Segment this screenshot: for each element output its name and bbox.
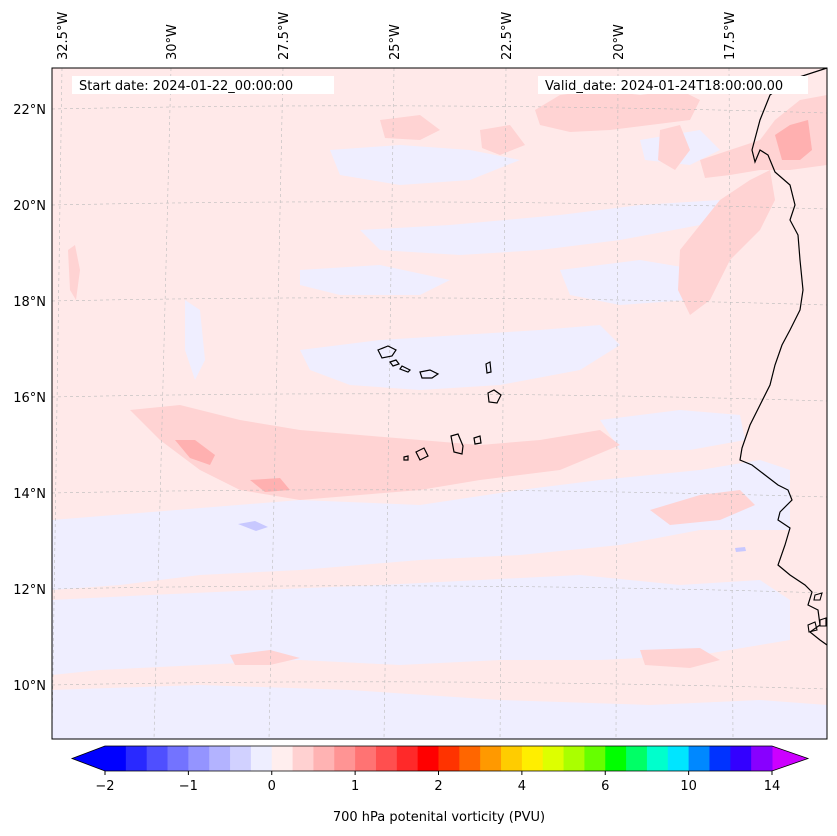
- colorbar-swatch: [167, 746, 189, 771]
- colorbar-swatch: [209, 746, 231, 771]
- y-tick-label: 22°N: [13, 103, 46, 118]
- colorbar-tick-label: 14: [764, 779, 781, 794]
- y-tick-label: 14°N: [13, 487, 46, 502]
- colorbar-label: 700 hPa potenital vorticity (PVU): [333, 810, 545, 825]
- moderate-pv-regions: [175, 120, 812, 492]
- coastline: [739, 67, 828, 646]
- colorbar-swatch: [334, 746, 356, 771]
- colorbar-swatch: [313, 746, 335, 771]
- start-date-label: Start date: 2024-01-22_00:00:00: [79, 79, 293, 94]
- valid-date-box: [538, 76, 808, 94]
- colorbar-swatch: [417, 746, 439, 771]
- map-panel: Start date: 2024-01-22_00:00:00 Valid_da…: [51, 67, 828, 740]
- colorbar-swatch: [230, 746, 252, 771]
- colorbar-swatch: [563, 746, 585, 771]
- colorbar-swatch: [542, 746, 565, 771]
- colorbar-swatch: [605, 746, 627, 771]
- colorbar-tick-label: −2: [95, 779, 114, 794]
- colorbar-swatch: [626, 746, 648, 771]
- colorbar-tick-label: 2: [434, 779, 442, 794]
- x-tick-label: 25°W: [388, 24, 403, 60]
- x-tick-label: 32.5°W: [56, 12, 71, 60]
- colorbar-swatch: [501, 746, 523, 771]
- colorbar-swatch: [292, 746, 314, 771]
- start-date-box: [72, 76, 334, 94]
- colorbar-tick-label: 0: [268, 779, 276, 794]
- colorbar-swatch: [730, 746, 752, 771]
- y-tick-label: 16°N: [13, 391, 46, 406]
- gridlines: [51, 67, 828, 740]
- y-tick-label: 18°N: [13, 295, 46, 310]
- negative-pv-regions: [52, 130, 827, 739]
- valid-date-label: Valid_date: 2024-01-24T18:00:00.00: [545, 79, 783, 94]
- colorbar-swatch: [584, 746, 606, 771]
- colorbar-swatch: [438, 746, 460, 771]
- colorbar-swatch: [751, 746, 773, 771]
- coast-islands: [807, 592, 827, 633]
- x-tick-label: 22.5°W: [500, 12, 515, 60]
- colorbar: −2 −1 0 1 2 4 6 10 14: [70, 745, 810, 794]
- colorbar-swatch: [521, 746, 544, 771]
- colorbar-swatch: [396, 746, 419, 771]
- cape-verde-islands: [377, 345, 502, 461]
- colorbar-swatch: [355, 746, 377, 771]
- x-tick-labels: 32.5°W 30°W 27.5°W 25°W 22.5°W 20°W 17.5°W: [56, 12, 738, 60]
- x-tick-label: 30°W: [165, 24, 180, 60]
- negative-spots: [238, 521, 746, 552]
- colorbar-swatch: [480, 746, 502, 771]
- colorbar-swatch: [709, 746, 731, 771]
- colorbar-swatch: [375, 746, 398, 771]
- colorbar-swatch: [646, 746, 669, 771]
- colorbar-swatch: [188, 746, 210, 771]
- colorbar-swatch: [688, 746, 710, 771]
- y-tick-label: 12°N: [13, 583, 46, 598]
- y-tick-label: 20°N: [13, 199, 46, 214]
- colorbar-swatch: [667, 746, 690, 771]
- x-tick-label: 27.5°W: [277, 12, 292, 60]
- colorbar-swatch: [146, 746, 169, 771]
- colorbar-tick-label: −1: [179, 779, 198, 794]
- colorbar-swatch: [250, 746, 273, 771]
- colorbar-tick-label: 1: [351, 779, 359, 794]
- colorbar-tick-label: 10: [680, 779, 697, 794]
- colorbar-tick-label: 4: [518, 779, 526, 794]
- colorbar-swatch: [459, 746, 481, 771]
- colorbar-swatch: [105, 746, 127, 771]
- map-frame: [51, 67, 828, 740]
- x-tick-label: 20°W: [612, 24, 627, 60]
- colorbar-tick-label: 6: [601, 779, 609, 794]
- colorbar-swatch: [125, 746, 148, 771]
- colorbar-swatch: [271, 746, 294, 771]
- y-tick-labels: 22°N 20°N 18°N 16°N 14°N 12°N 10°N: [13, 103, 46, 694]
- x-tick-label: 17.5°W: [723, 12, 738, 60]
- colorbar-extend-high: [772, 746, 808, 771]
- colorbar-extend-low: [72, 746, 105, 771]
- y-tick-label: 10°N: [13, 679, 46, 694]
